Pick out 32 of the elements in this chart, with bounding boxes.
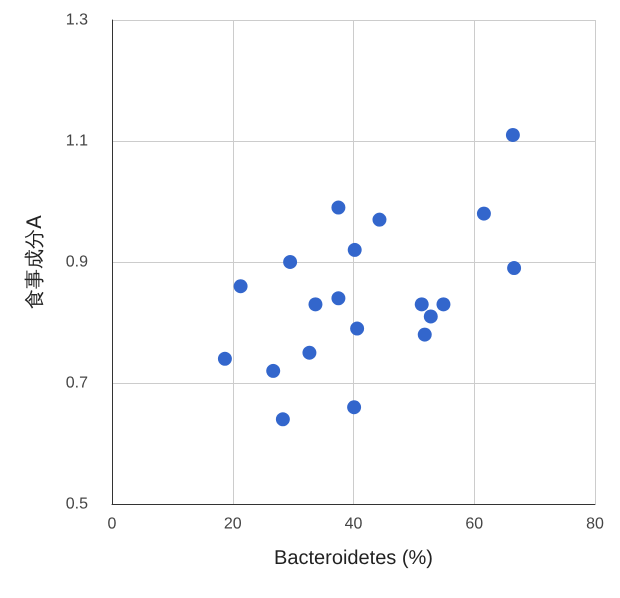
point: [283, 255, 298, 269]
point: [436, 297, 450, 312]
x-axis-title: Bacteroidetes (%): [274, 547, 433, 569]
point: [350, 322, 364, 336]
point: [506, 128, 520, 142]
point: [424, 309, 438, 324]
point: [276, 412, 290, 426]
point: [302, 346, 316, 360]
y-tick-label: 0.5: [66, 496, 88, 512]
point: [418, 328, 432, 342]
point: [234, 279, 248, 294]
y-tick-label: 0.7: [66, 374, 88, 392]
y-tick-label: 0.9: [66, 254, 88, 270]
point: [331, 291, 346, 306]
x-tick-label: 20: [224, 516, 242, 532]
y-tick-label: 1.1: [66, 132, 88, 150]
point: [414, 297, 429, 312]
point: [218, 352, 232, 366]
point: [507, 261, 522, 276]
point: [476, 206, 491, 221]
y-axis-title: 食事成分A: [22, 214, 46, 309]
y-tick-label: 1.3: [66, 12, 88, 28]
point: [266, 364, 280, 378]
x-tick-label: 80: [586, 516, 604, 532]
x-tick-label: 40: [344, 516, 362, 532]
point: [331, 200, 346, 215]
point: [347, 400, 362, 414]
x-tick-label: 0: [108, 516, 117, 532]
point: [348, 242, 362, 257]
x-tick-label: 60: [465, 516, 484, 532]
point: [308, 297, 322, 312]
point: [372, 212, 386, 227]
